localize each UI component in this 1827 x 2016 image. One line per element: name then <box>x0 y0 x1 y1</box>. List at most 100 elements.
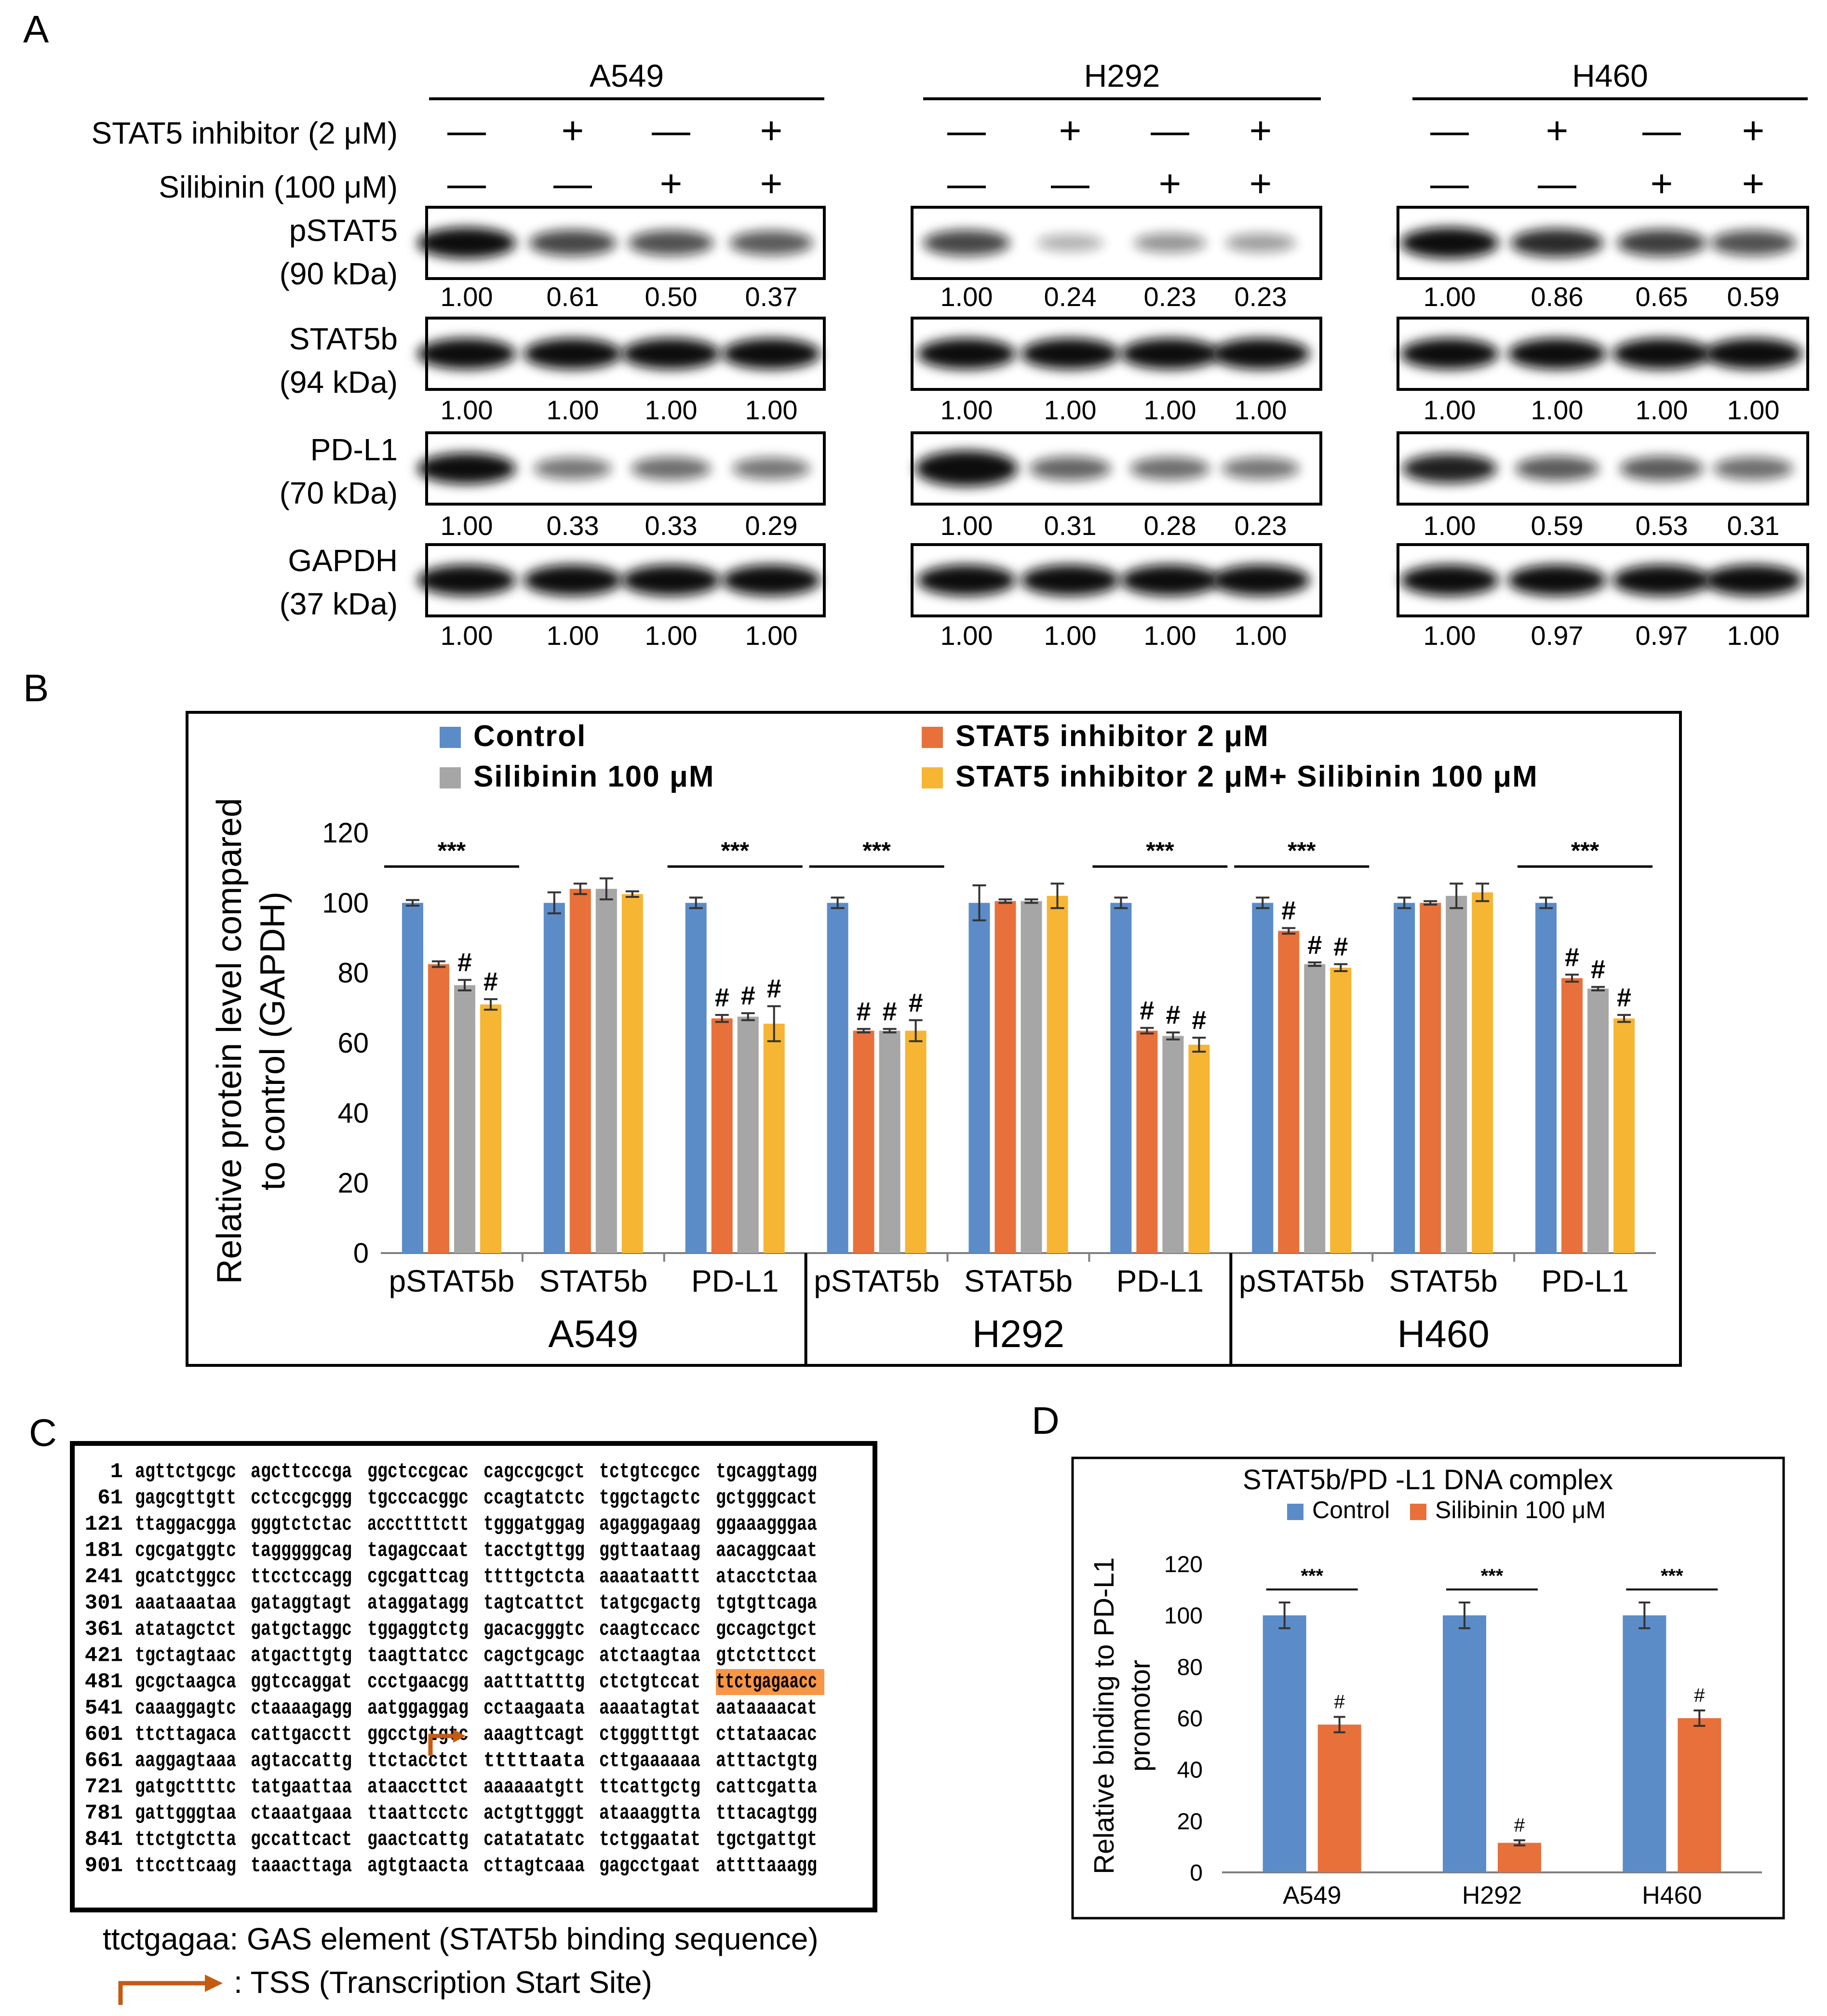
silibinin-sign: — <box>1430 162 1469 205</box>
error-bar <box>857 1028 871 1034</box>
x-category-label: STAT5b <box>964 1264 1073 1298</box>
significance-stars: *** <box>1661 1565 1683 1587</box>
blot-band <box>1029 456 1111 481</box>
densitometry-value: 0.29 <box>745 510 798 541</box>
bar <box>1252 903 1274 1253</box>
sequence-segment: taaacttaga <box>251 1854 352 1878</box>
sequence-segment: tagtcattct <box>484 1591 585 1615</box>
blot-band <box>917 338 1016 370</box>
cell-line-title: A549 <box>590 58 664 93</box>
blot-band <box>1121 338 1219 370</box>
blot-band <box>534 457 612 480</box>
cell-line-title: H460 <box>1572 58 1648 93</box>
gas-legend: ttctgagaa: GAS element (STAT5b binding s… <box>103 1922 819 1956</box>
sequence-segment: caagtccacc <box>599 1617 700 1642</box>
error-bar <box>1278 1602 1290 1629</box>
sequence-segment: cttataacac <box>716 1722 817 1747</box>
densitometry-value: 1.00 <box>1044 620 1097 651</box>
bar <box>905 1030 927 1253</box>
sequence-segment: cctaagaata <box>484 1696 585 1721</box>
sequence-segment: tggctagctc <box>599 1486 700 1510</box>
bar <box>1278 931 1300 1253</box>
bar <box>1613 1018 1635 1253</box>
sequence-segment: ccctgaacgg <box>367 1670 469 1694</box>
legend-label: Control <box>1312 1496 1390 1523</box>
chart-d-title: STAT5b/PD -L1 DNA complex <box>1243 1464 1613 1495</box>
sequence-segment: gctgggcact <box>716 1486 817 1510</box>
blot-protein-label: PD-L1 <box>310 432 398 467</box>
blot-band <box>923 229 1010 256</box>
sequence-segment: gatgctaggc <box>251 1617 352 1642</box>
bar <box>428 964 449 1253</box>
sequence-segment: tagagccaat <box>367 1539 469 1563</box>
densitometry-value: 1.00 <box>940 281 993 312</box>
sequence-segment: ttcttagaca <box>135 1722 236 1747</box>
y-tick-label: 120 <box>1164 1552 1203 1577</box>
densitometry-value: 1.00 <box>1727 395 1780 425</box>
stat5-sign: + <box>1546 109 1569 152</box>
bar <box>1394 903 1415 1253</box>
blot-band <box>417 227 516 259</box>
panel-c: C 1 agttctgcgc agcttcccga ggctccgcac cagccgc… <box>29 1411 877 2005</box>
significance-hash: # <box>715 983 729 1012</box>
legend-label: Control <box>473 720 586 753</box>
legend-label: STAT5 inhibitor 2 μM <box>955 720 1269 753</box>
bar <box>402 903 423 1253</box>
x-category-label: PD-L1 <box>1116 1264 1204 1298</box>
blot-band <box>622 564 720 596</box>
sequence-segment: gaactcattg <box>367 1828 469 1852</box>
significance-stars: *** <box>1301 1565 1323 1587</box>
x-category-label: PD-L1 <box>1541 1264 1628 1298</box>
tss-legend: : TSS (Transcription Start Site) <box>234 1965 652 2000</box>
sequence-segment: cagccgcgct <box>484 1460 585 1484</box>
y-tick-label: 100 <box>322 887 369 919</box>
densitometry-value: 0.28 <box>1144 510 1196 541</box>
bar <box>1561 978 1583 1253</box>
bar <box>1188 1044 1210 1253</box>
bar <box>737 1016 759 1253</box>
densitometry-value: 1.00 <box>1424 510 1476 541</box>
sequence-segment: cagctgcagc <box>484 1644 585 1668</box>
blot-band <box>1400 564 1499 596</box>
blot-band <box>1510 228 1604 257</box>
significance-hash: # <box>1514 1815 1525 1836</box>
blot-band <box>1704 338 1802 370</box>
sequence-segment: ttttgctcta <box>484 1565 585 1589</box>
sequence-segment: actgttgggt <box>484 1802 585 1826</box>
sequence-segment: acccttttctt <box>367 1512 469 1536</box>
blot-band <box>1021 338 1119 370</box>
cell-line-headers: A549——+——+++H292——+——+++H460——+——+++ <box>429 58 1808 205</box>
significance-stars: *** <box>862 837 891 864</box>
error-bar <box>625 890 639 898</box>
blot-band <box>631 457 711 480</box>
error-bar <box>1333 1716 1345 1734</box>
densitometry-value: 0.23 <box>1235 281 1287 312</box>
blot-band <box>417 453 516 484</box>
x-category-label: H292 <box>1462 1882 1522 1909</box>
densitometry-value: 1.00 <box>940 510 993 541</box>
y-axis-label-line1: Relative binding to PD-L1 <box>1088 1557 1120 1874</box>
bar <box>1136 1030 1158 1253</box>
densitometry-value: 0.31 <box>1044 510 1097 541</box>
sequence-segment: gagcgttgtt <box>135 1486 236 1510</box>
blot-band <box>1612 338 1711 370</box>
error-bar <box>909 1019 923 1042</box>
sequence-segment: tttttaata <box>484 1749 585 1773</box>
bar <box>1472 892 1493 1253</box>
sequence-segment: caaaggagtc <box>135 1696 236 1721</box>
densitometry-value: 1.00 <box>441 620 493 651</box>
silibinin-label: Silibinin (100 μM) <box>159 170 398 204</box>
densitometry-value: 1.00 <box>1044 395 1097 425</box>
sequence-segment: gcgctaagca <box>135 1670 236 1694</box>
sequence-segment: gacacgggtc <box>484 1617 585 1642</box>
densitometry-value: 1.00 <box>441 510 493 541</box>
bar <box>711 1018 733 1253</box>
y-tick-label: 120 <box>322 817 369 849</box>
significance-hash: # <box>1307 931 1322 960</box>
sequence-segment: cctccgcggg <box>251 1486 352 1510</box>
bar <box>1623 1615 1666 1872</box>
sequence-position: 781 <box>85 1802 123 1826</box>
sequence-segment: ttcattgctg <box>599 1775 700 1799</box>
y-tick-label: 60 <box>1177 1706 1203 1732</box>
